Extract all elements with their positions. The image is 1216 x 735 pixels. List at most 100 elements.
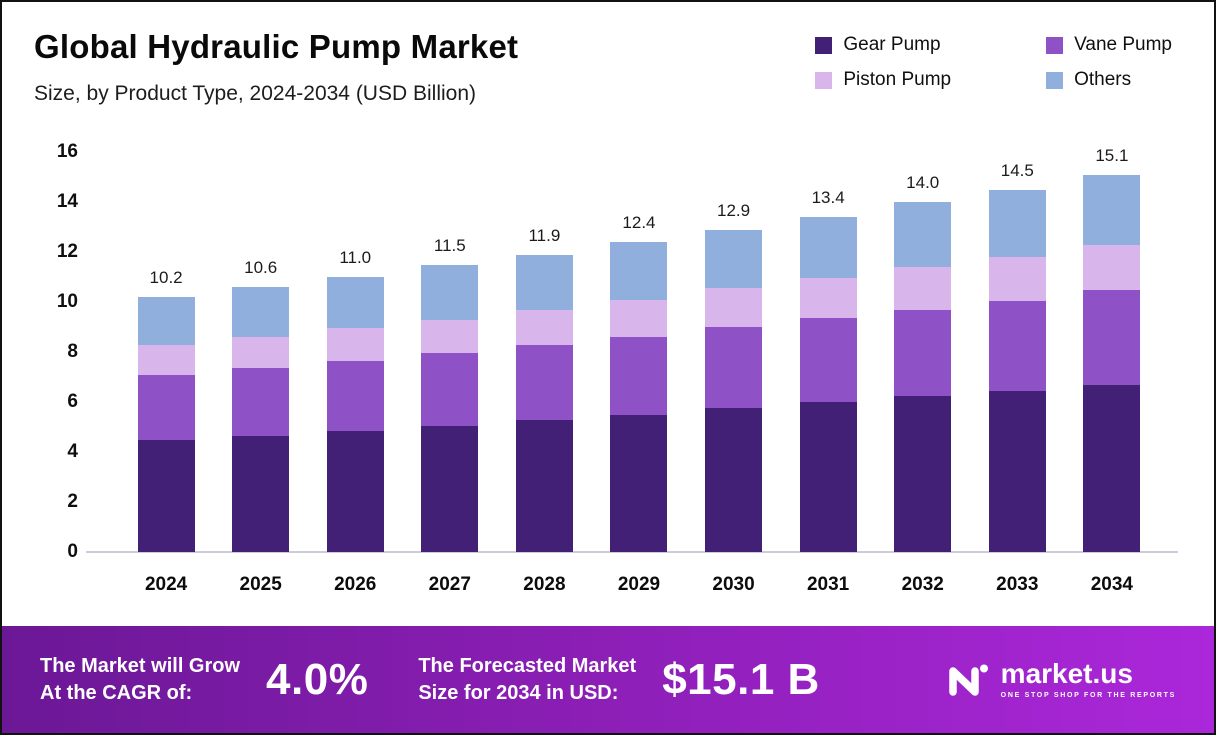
legend-label: Gear Pump (843, 34, 941, 55)
segment-piston-pump (610, 299, 668, 337)
segment-piston-pump (799, 278, 857, 319)
segment-vane-pump (988, 300, 1046, 391)
plot-area: 10.2 2024 10.6 2025 11.0 2026 11.5 2027 11.9 2028… (86, 146, 1178, 595)
x-axis-label: 2025 (239, 574, 282, 595)
bar-total-label: 10.2 (149, 268, 183, 287)
legend-item-vane-pump: Vane Pump (1046, 34, 1172, 56)
bar-stack (137, 297, 195, 552)
segment-others (894, 202, 952, 267)
y-axis-tick-label: 16 (56, 141, 78, 162)
page-title: Global Hydraulic Pump Market (34, 28, 519, 65)
bar-total-label: 13.4 (811, 188, 845, 207)
segment-gear-pump (515, 419, 573, 552)
bar-total-label: 11.0 (339, 248, 372, 267)
segment-others (326, 277, 384, 329)
bar-stack (1083, 174, 1141, 552)
segment-gear-pump (326, 430, 384, 552)
segment-vane-pump (515, 344, 573, 420)
segment-piston-pump (1083, 244, 1141, 290)
bar-stack (799, 217, 857, 552)
chart: 0 2 4 6 8 10 12 14 16 10.2 2024 10.6 2025 11.0 2026 11… (36, 141, 1180, 595)
legend-item-piston-pump: Piston Pump (815, 69, 951, 91)
marketus-logo-icon (944, 658, 990, 702)
segment-piston-pump (894, 267, 952, 310)
segment-piston-pump (988, 257, 1046, 301)
segment-others (705, 229, 763, 289)
x-axis-label: 2028 (523, 574, 566, 595)
bar-stack (610, 242, 668, 552)
legend-label: Piston Pump (843, 69, 952, 90)
legend-swatch (815, 71, 833, 89)
bar-stack (988, 189, 1046, 552)
x-axis-label: 2032 (901, 574, 944, 595)
segment-others (232, 287, 290, 337)
segment-others (1083, 174, 1141, 245)
x-axis-label: 2030 (712, 574, 755, 595)
segment-others (515, 254, 573, 310)
bar-2027: 11.5 2027 (421, 152, 479, 595)
bar-2032: 14.0 2032 (894, 152, 952, 595)
brand-logo: market.us ONE STOP SHOP FOR THE REPORTS (944, 658, 1176, 702)
bar-2034: 15.1 2034 (1083, 146, 1141, 595)
x-axis-label: 2027 (428, 574, 471, 595)
y-axis-tick-label: 4 (67, 441, 78, 462)
segment-gear-pump (799, 402, 857, 552)
y-axis-tick-label: 8 (67, 341, 78, 362)
y-axis-tick-label: 2 (67, 491, 78, 512)
segment-vane-pump (421, 353, 479, 426)
legend-item-gear-pump: Gear Pump (815, 34, 951, 56)
bar-stack (705, 229, 763, 552)
x-axis-label: 2031 (806, 574, 850, 595)
y-axis-tick-label: 10 (56, 291, 78, 312)
cagr-label: The Market will Grow At the CAGR of: (40, 653, 240, 706)
y-axis-tick-label: 6 (67, 391, 78, 412)
segment-piston-pump (137, 344, 195, 375)
legend-label: Vane Pump (1074, 34, 1172, 55)
segment-gear-pump (705, 408, 763, 552)
segment-vane-pump (894, 309, 952, 396)
legend-swatch (1046, 71, 1064, 89)
bar-stack (515, 254, 573, 552)
y-axis-tick-label: 14 (56, 191, 78, 212)
bar-2031: 13.4 2031 (799, 152, 857, 595)
bar-stack (894, 202, 952, 552)
segment-piston-pump (421, 319, 479, 354)
legend-swatch (815, 36, 833, 54)
x-axis-label: 2034 (1090, 574, 1133, 595)
forecast-value: $15.1 B (662, 654, 820, 704)
bar-total-label: 14.0 (906, 173, 940, 192)
segment-vane-pump (326, 360, 384, 431)
cagr-label-line1: The Market will Grow (40, 655, 241, 678)
bar-total-label: 11.9 (528, 225, 561, 245)
bar-stack (326, 277, 384, 552)
bar-2024: 10.2 2024 (137, 152, 195, 595)
chart-header: Global Hydraulic Pump Market Size, by Pr… (2, 2, 1214, 106)
bar-2030: 12.9 2030 (705, 152, 763, 595)
legend: Gear Pump Vane Pump Piston Pump Others (815, 34, 1172, 106)
segment-piston-pump (232, 337, 290, 369)
titles: Global Hydraulic Pump Market Size, by Pr… (34, 28, 518, 106)
segment-others (610, 242, 668, 300)
forecast-label: The Forecasted Market Size for 2034 in U… (418, 653, 636, 706)
segment-others (137, 297, 195, 345)
bar-total-label: 12.9 (717, 200, 751, 220)
forecast-label-line1: The Forecasted Market (418, 655, 637, 678)
brand-text: market.us ONE STOP SHOP FOR THE REPORTS (1000, 658, 1176, 700)
segment-vane-pump (232, 368, 290, 436)
segment-gear-pump (610, 414, 668, 552)
chart-subtitle: Size, by Product Type, 2024-2034 (USD Bi… (34, 82, 477, 105)
brand-name: market.us (1000, 658, 1133, 689)
bar-2029: 12.4 2029 (610, 152, 668, 595)
legend-item-others: Others (1046, 69, 1172, 91)
bar-2026: 11.0 2026 (326, 152, 384, 595)
segment-gear-pump (421, 425, 479, 552)
bar-total-label: 14.5 (1000, 160, 1034, 180)
x-axis-label: 2026 (334, 574, 377, 595)
x-axis-line (86, 551, 1178, 553)
bar-total-label: 15.1 (1095, 145, 1129, 165)
bar-total-label: 10.6 (244, 258, 278, 277)
segment-others (988, 189, 1046, 257)
segment-vane-pump (1083, 289, 1141, 385)
legend-swatch (1046, 36, 1064, 54)
y-axis-tick-label: 12 (56, 241, 78, 262)
